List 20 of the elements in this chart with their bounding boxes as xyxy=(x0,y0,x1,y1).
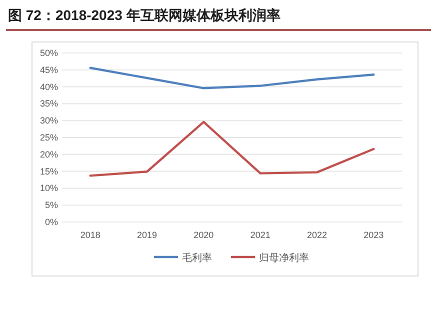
y-tick-label: 45% xyxy=(40,64,58,75)
x-tick-label: 2020 xyxy=(194,230,214,240)
legend-label: 归母净利率 xyxy=(259,252,309,264)
y-tick-label: 0% xyxy=(44,217,58,227)
title: 图 72：2018-2023 年互联网媒体板块利润率 xyxy=(8,7,280,23)
y-tick-label: 50% xyxy=(40,48,58,58)
x-tick-label: 2021 xyxy=(250,230,270,240)
x-tick-label: 2019 xyxy=(136,230,158,240)
y-tick-label: 40% xyxy=(40,82,58,92)
y-tick-label: 5% xyxy=(44,200,58,210)
y-tick-label: 25% xyxy=(40,132,58,142)
y-tick-label: 10% xyxy=(40,183,58,194)
legend-label: 毛利率 xyxy=(182,252,212,264)
x-tick-label: 2018 xyxy=(80,230,100,240)
y-tick-label: 15% xyxy=(40,166,58,176)
x-tick-label: 2022 xyxy=(306,230,328,240)
y-tick-label: 35% xyxy=(40,98,58,109)
x-tick-label: 2023 xyxy=(364,230,384,240)
y-tick-label: 20% xyxy=(40,149,58,160)
y-tick-label: 30% xyxy=(40,116,58,126)
